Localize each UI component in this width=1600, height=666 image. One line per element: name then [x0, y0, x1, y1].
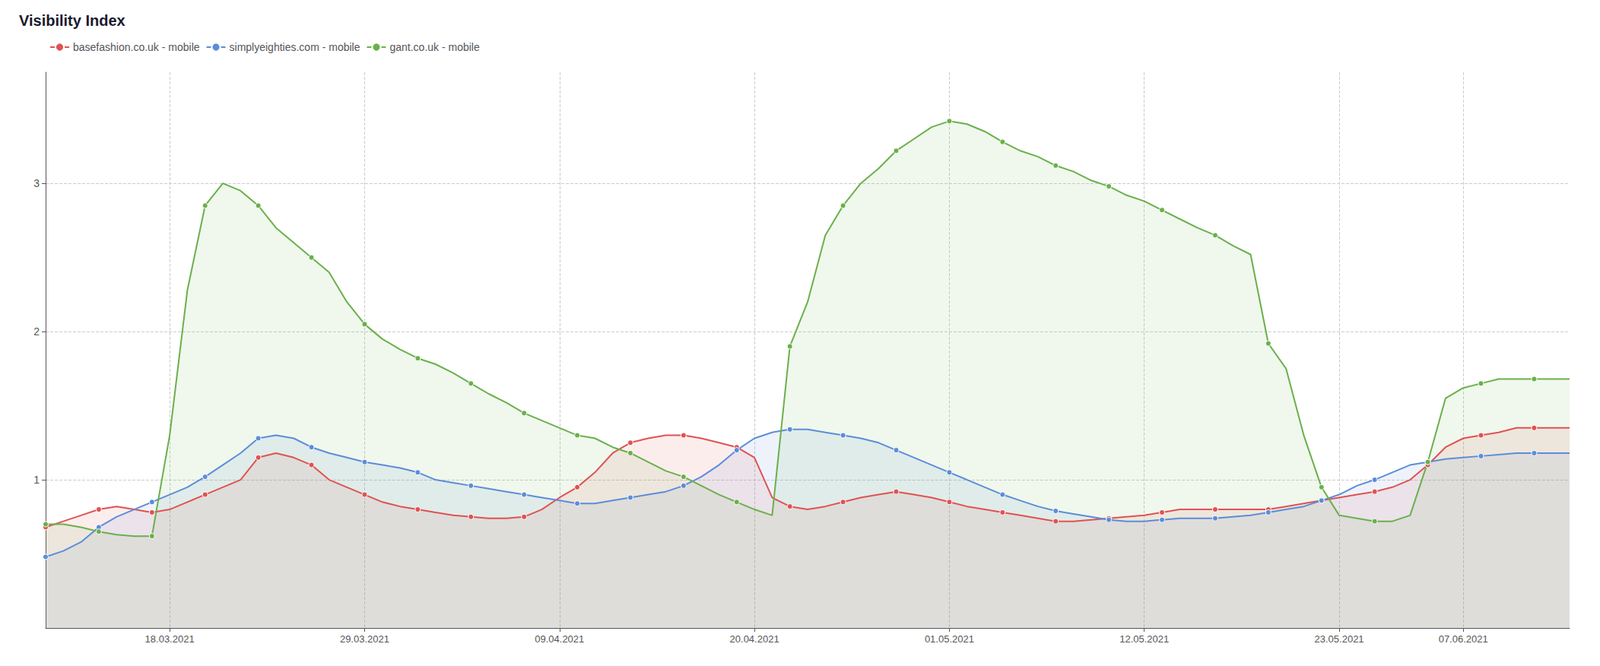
svg-text:Visibility Index: Visibility Index: [19, 12, 126, 29]
svg-text:29.03.2021: 29.03.2021: [339, 633, 390, 645]
svg-text:18.03.2021: 18.03.2021: [145, 633, 195, 645]
svg-text:12.05.2021: 12.05.2021: [1119, 633, 1169, 645]
svg-text:07.06.2021: 07.06.2021: [1438, 633, 1489, 645]
svg-text:20.04.2021: 20.04.2021: [730, 633, 780, 645]
svg-text:basefashion.co.uk - mobile: basefashion.co.uk - mobile: [73, 41, 200, 54]
svg-text:1: 1: [33, 473, 40, 486]
svg-text:simplyeighties.com - mobile: simplyeighties.com - mobile: [229, 41, 361, 54]
svg-text:09.04.2021: 09.04.2021: [534, 633, 585, 645]
svg-text:3: 3: [33, 177, 40, 190]
svg-text:gant.co.uk - mobile: gant.co.uk - mobile: [389, 41, 480, 54]
svg-text:23.05.2021: 23.05.2021: [1314, 633, 1365, 645]
svg-text:01.05.2021: 01.05.2021: [924, 633, 975, 645]
svg-text:2: 2: [33, 325, 40, 338]
